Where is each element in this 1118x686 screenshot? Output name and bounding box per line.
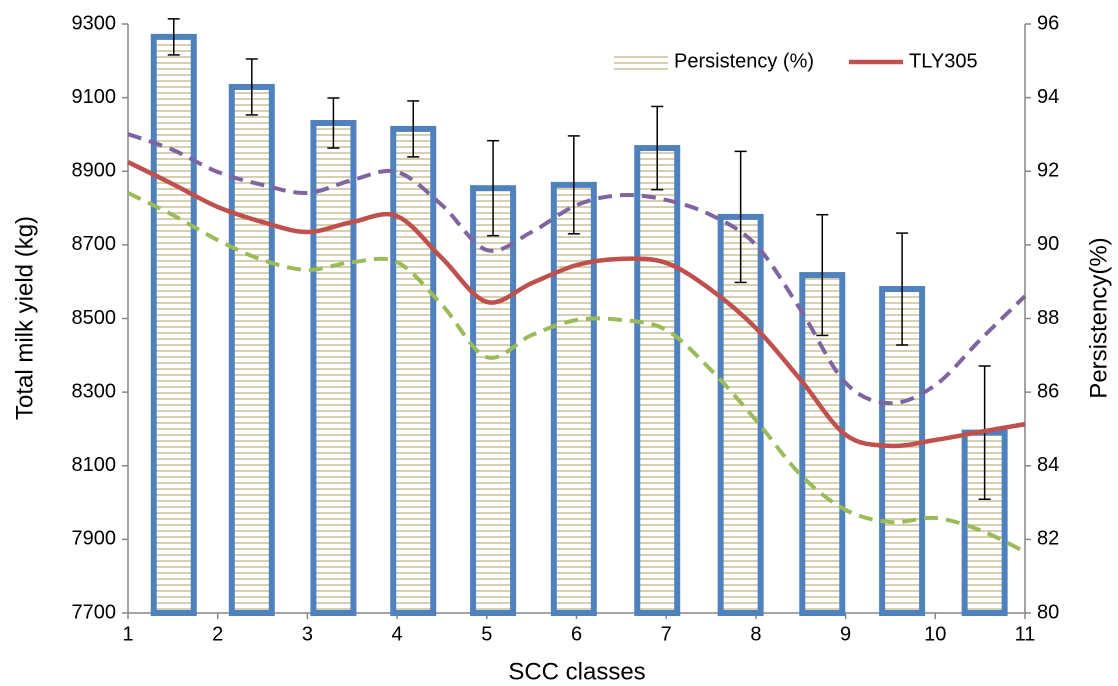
error-bar — [734, 150, 747, 284]
y-tick-label: 9100 — [72, 86, 117, 108]
y2-axis-title: Persistency(%) — [1085, 237, 1112, 398]
y-tick-label: 8700 — [72, 233, 117, 255]
bar — [310, 120, 357, 616]
x-tick-label: 6 — [571, 623, 582, 645]
bar — [390, 125, 437, 616]
y-tick-label: 8100 — [72, 454, 117, 476]
error-bar — [896, 232, 909, 346]
bar — [228, 83, 275, 616]
y2-tick-label: 80 — [1037, 601, 1059, 623]
legend-label: Persistency (%) — [674, 50, 814, 72]
bar — [634, 145, 681, 616]
x-tick-label: 3 — [302, 623, 313, 645]
y2-tick-label: 84 — [1037, 454, 1059, 476]
y-tick-label: 7900 — [72, 528, 117, 550]
y2-tick-label: 88 — [1037, 307, 1059, 329]
y2-tick-label: 94 — [1037, 86, 1059, 108]
error-bar — [567, 135, 580, 235]
bar — [550, 181, 597, 616]
x-tick-label: 9 — [840, 623, 851, 645]
y2-tick-label: 86 — [1037, 380, 1059, 402]
bar — [150, 33, 197, 616]
line — [127, 160, 1026, 449]
legend-label: TLY305 — [909, 50, 978, 72]
x-tick-label: 1 — [122, 623, 133, 645]
error-bar — [167, 18, 180, 56]
bar — [799, 272, 846, 616]
bar — [470, 185, 517, 616]
x-tick-label: 7 — [661, 623, 672, 645]
error-bar — [407, 100, 420, 158]
legend-swatch — [614, 52, 668, 72]
y2-tick-label: 96 — [1037, 12, 1059, 34]
legend: Persistency (%) TLY305 — [614, 50, 978, 72]
line — [127, 132, 1027, 406]
y-tick-label: 9300 — [72, 12, 117, 34]
error-bar — [245, 58, 258, 116]
x-tick-label: 10 — [924, 623, 946, 645]
line — [127, 191, 1026, 554]
x-tick-label: 8 — [750, 623, 761, 645]
y-tick-label: 8300 — [72, 380, 117, 402]
x-tick-label: 4 — [392, 623, 403, 645]
x-tick-label: 5 — [481, 623, 492, 645]
x-tick-label: 2 — [212, 623, 223, 645]
y-tick-label: 7700 — [72, 601, 117, 623]
error-bar — [487, 139, 500, 237]
y2-tick-label: 92 — [1037, 160, 1059, 182]
x-axis-title: SCC classes — [508, 658, 645, 685]
y-axis-title: Total milk yield (kg) — [11, 216, 38, 420]
y-tick-label: 8900 — [72, 160, 117, 182]
error-bar — [327, 97, 340, 149]
x-tick-label: 11 — [1015, 623, 1036, 645]
y2-tick-label: 90 — [1037, 233, 1059, 255]
error-bar — [816, 213, 829, 337]
y-tick-label: 8500 — [72, 307, 117, 329]
error-bar — [651, 105, 664, 191]
y2-tick-label: 82 — [1037, 528, 1059, 550]
